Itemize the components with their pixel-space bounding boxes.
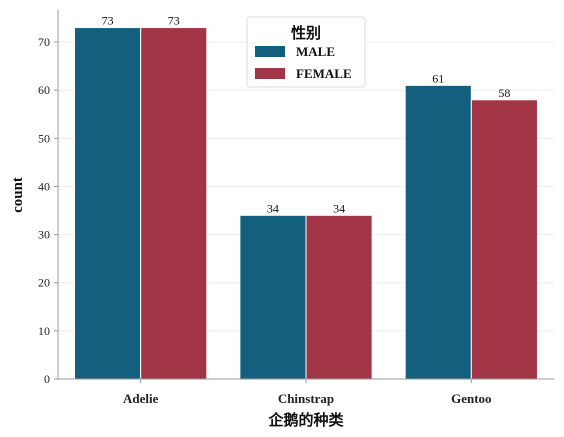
x-axis-label: 企鹅的种类: [267, 411, 344, 429]
data-label: 61: [432, 71, 444, 85]
y-tick-label: 50: [38, 131, 50, 145]
x-tick-labels: Adelie Chinstrap Gentoo: [123, 379, 492, 406]
legend-label-female: FEMALE: [296, 66, 352, 81]
x-tick-label: Gentoo: [451, 391, 491, 406]
y-tick-label: 20: [38, 276, 50, 290]
y-tick-label: 40: [38, 179, 50, 193]
bar-adelie-male: [74, 27, 142, 380]
bar-chinstrap-female: [305, 214, 373, 380]
bars: [74, 27, 538, 380]
bar-gentoo-female: [470, 99, 538, 380]
legend: 性别 MALE FEMALE: [246, 16, 366, 88]
x-tick-label: Chinstrap: [278, 391, 334, 406]
y-tick-label: 10: [38, 324, 50, 338]
y-axis-label: count: [10, 177, 26, 213]
y-tick-label: 60: [38, 83, 50, 97]
y-tick-labels: 0 10 20 30 40 50 60 70: [38, 35, 58, 386]
legend-title: 性别: [291, 24, 321, 42]
legend-swatch-female: [255, 68, 285, 79]
data-label: 73: [168, 14, 180, 28]
bar-adelie-female: [140, 27, 208, 380]
bar-gentoo-male: [404, 84, 472, 380]
y-tick-label: 0: [44, 372, 50, 386]
data-label: 34: [267, 201, 279, 215]
data-label: 58: [498, 86, 510, 100]
y-tick-label: 30: [38, 228, 50, 242]
legend-swatch-male: [255, 46, 285, 57]
data-label: 34: [333, 201, 345, 215]
legend-label-male: MALE: [296, 44, 335, 59]
data-labels: 73 73 34 34 61 58: [102, 14, 511, 216]
x-tick-label: Adelie: [123, 391, 159, 406]
data-label: 73: [102, 14, 114, 28]
bar-chinstrap-male: [239, 214, 307, 380]
y-tick-label: 70: [38, 35, 50, 49]
